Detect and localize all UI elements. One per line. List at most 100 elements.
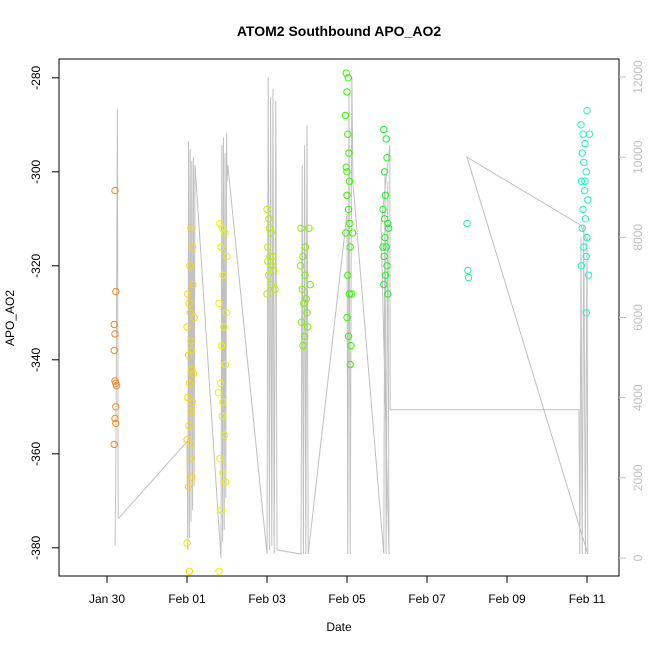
- x-tick-label: Feb 11: [569, 592, 606, 606]
- data-point-s0-4: [110, 346, 118, 355]
- data-point-s2-15: [221, 478, 230, 486]
- data-point-s5-0: [342, 69, 350, 77]
- data-point-s2-8: [221, 360, 230, 369]
- data-point-s6-15: [384, 224, 393, 232]
- data-point-s2-11: [218, 412, 226, 420]
- data-point-s5-21: [343, 168, 351, 176]
- data-point-s8-13: [583, 233, 591, 242]
- data-point-s6-14: [380, 215, 389, 223]
- data-point-s8-5: [580, 158, 588, 167]
- y-tick-label: -340: [29, 347, 43, 371]
- data-point-s3-12: [264, 257, 272, 265]
- y2-tick-label: 12000: [631, 60, 645, 94]
- data-point-s5-12: [346, 243, 354, 251]
- data-point-s5-2: [343, 88, 351, 96]
- data-point-s0-10: [112, 419, 120, 427]
- data-point-s1-3: [183, 323, 191, 331]
- data-point-s2-9: [216, 379, 225, 387]
- data-point-s0-0: [111, 186, 119, 195]
- data-point-s8-9: [584, 196, 592, 204]
- data-point-s7-1: [464, 266, 472, 275]
- data-point-s5-16: [344, 332, 353, 340]
- data-point-s3-11: [269, 266, 278, 275]
- y2-tick-label: 2000: [631, 464, 645, 491]
- y-axis: -380 -360 -340 -320 -300 -280: [29, 65, 59, 560]
- data-point-s6-4: [381, 191, 390, 200]
- secondary-line-layer: [114, 76, 589, 559]
- data-point-s1-12: [186, 454, 194, 463]
- data-point-s3-10: [265, 224, 274, 232]
- data-point-s8-3: [583, 107, 591, 115]
- data-point-s0-9: [111, 414, 119, 423]
- data-point-s2-7: [217, 342, 226, 350]
- data-point-s8-8: [580, 186, 589, 195]
- data-point-s1-20: [189, 280, 197, 289]
- y2-tick-label: 10000: [631, 140, 645, 174]
- data-point-s5-19: [348, 290, 356, 298]
- y-tick-label: -300: [29, 159, 43, 183]
- data-point-s2-19: [223, 252, 231, 261]
- data-point-s0-3: [111, 330, 119, 338]
- x-tick-label: Feb 05: [328, 592, 366, 606]
- data-point-s1-7: [185, 379, 194, 387]
- data-point-s4-6: [297, 318, 306, 326]
- data-point-s4-9: [304, 323, 312, 331]
- data-point-s4-1: [299, 252, 307, 261]
- chart-title: ATOM2 Southbound APO_AO2: [237, 23, 442, 39]
- data-point-s1-24: [186, 440, 195, 449]
- y-tick-label: -360: [29, 441, 43, 465]
- y2-tick-label: 8000: [631, 224, 645, 251]
- data-point-s0-11: [110, 440, 118, 449]
- data-point-s2-13: [216, 454, 224, 463]
- data-point-s6-9: [380, 252, 388, 261]
- x-tick-label: Feb 07: [408, 592, 446, 606]
- data-point-s0-2: [110, 320, 118, 329]
- data-point-s4-10: [302, 295, 310, 303]
- data-point-s1-25: [190, 313, 198, 322]
- data-point-s5-3: [341, 111, 350, 120]
- data-point-s8-15: [582, 252, 590, 261]
- data-point-s4-12: [301, 243, 310, 251]
- data-point-s2-4: [219, 271, 227, 279]
- data-point-s1-1: [185, 299, 193, 308]
- data-point-s2-6: [220, 323, 228, 331]
- data-point-s1-17: [187, 224, 195, 232]
- data-point-s6-0: [380, 125, 388, 134]
- data-point-s4-7: [300, 332, 309, 340]
- data-point-s2-5: [215, 299, 223, 308]
- data-point-s8-11: [581, 215, 590, 223]
- x-tick-label: Feb 01: [168, 592, 206, 606]
- data-point-s8-18: [581, 177, 589, 185]
- data-point-s1-10: [185, 421, 193, 430]
- data-point-s5-4: [344, 130, 352, 138]
- data-point-s2-10: [219, 398, 227, 406]
- points-layer: [110, 69, 594, 575]
- data-point-s5-9: [344, 205, 353, 214]
- x-tick-label: Feb 03: [248, 592, 286, 606]
- data-point-s1-15: [183, 539, 191, 547]
- data-point-s8-4: [578, 149, 586, 157]
- y2-tick-label: 6000: [631, 304, 645, 331]
- data-point-s4-14: [306, 280, 314, 289]
- data-point-s8-17: [584, 271, 593, 279]
- y-axis-label: APO_AO2: [3, 290, 17, 346]
- data-point-s6-8: [382, 243, 390, 251]
- data-point-s6-10: [383, 262, 391, 270]
- data-point-s6-7: [381, 233, 389, 242]
- data-point-s7-2: [464, 273, 473, 282]
- data-point-s6-11: [381, 271, 390, 279]
- data-point-s8-2: [581, 139, 589, 148]
- x-axis-label: Date: [326, 620, 352, 634]
- data-point-s3-1: [265, 215, 273, 223]
- data-point-s2-20: [214, 389, 222, 397]
- data-point-s3-8: [263, 290, 271, 298]
- y-tick-label: -380: [29, 535, 43, 559]
- x-tick-label: Jan 30: [89, 592, 125, 606]
- data-point-s5-7: [345, 177, 354, 185]
- data-point-s4-3: [298, 285, 306, 293]
- data-point-s1-19: [186, 262, 194, 270]
- data-point-s2-2: [221, 229, 229, 237]
- data-point-s1-6: [188, 365, 196, 373]
- data-point-s5-6: [342, 163, 350, 171]
